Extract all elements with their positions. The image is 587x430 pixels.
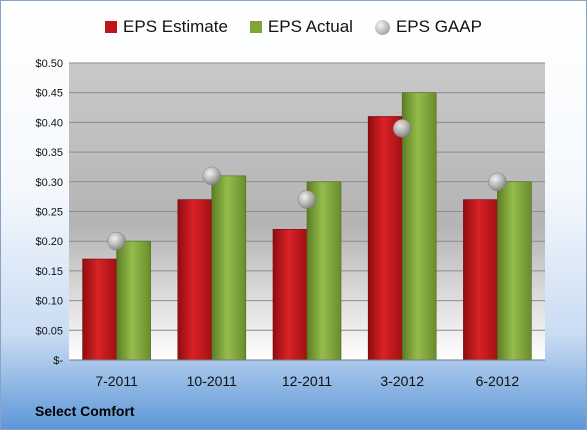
x-tick-label: 12-2011 [282,373,333,389]
legend-swatch-estimate [105,21,118,33]
bar-eps-actual [497,181,532,361]
bar-eps-actual [116,240,151,361]
legend-item-actual: EPS Actual [249,17,353,37]
bar-eps-actual [306,181,342,361]
bars-group [82,92,532,361]
legend-label-estimate: EPS Estimate [123,17,228,36]
legend-item-gaap: EPS GAAP [374,17,482,37]
x-tick-label: 7-2011 [95,373,138,389]
legend-swatch-gaap [374,19,390,35]
x-tick-label: 6-2012 [476,373,520,389]
marker-eps-gaap [488,172,507,192]
bar-eps-estimate [177,199,213,361]
legend: EPS Estimate EPS Actual EPS GAAP [1,17,586,37]
x-tick-label: 10-2011 [187,373,238,389]
y-tick-label: $0.30 [35,177,63,189]
company-caption: Select Comfort [35,403,135,419]
marker-eps-gaap [297,190,317,209]
y-tick-label: $0.45 [35,88,63,100]
bar-eps-actual [401,92,437,361]
marker-eps-gaap [392,119,412,138]
y-tick-label: $- [53,355,63,367]
x-tick-label: 3-2012 [380,373,424,389]
x-axis: 7-2011 10-2011 12-2011 3-2012 6-2012 [95,373,519,389]
legend-item-estimate: EPS Estimate [105,17,228,37]
legend-label-actual: EPS Actual [267,17,353,36]
y-tick-label: $0.40 [35,117,63,129]
y-axis: $- $0.05 $0.10 $0.15 $0.20 $0.25 $0.30 $0.35 $0.… [35,58,545,367]
gaap-markers-group [107,119,507,251]
bar-eps-estimate [367,116,403,361]
y-tick-label: $0.20 [35,236,63,248]
y-tick-label: $0.35 [35,147,63,159]
bar-eps-estimate [82,258,117,361]
marker-eps-gaap [202,166,222,186]
y-tick-label: $0.10 [35,296,63,308]
bar-eps-estimate [272,229,308,361]
bar-eps-estimate [463,199,498,361]
legend-label-gaap: EPS GAAP [395,17,482,36]
marker-eps-gaap [107,231,126,251]
y-tick-label: $0.05 [35,325,63,337]
y-tick-label: $0.25 [35,207,63,219]
legend-swatch-actual [249,21,262,33]
bar-eps-actual [211,175,247,361]
y-tick-label: $0.50 [35,58,63,70]
y-tick-label: $0.15 [35,266,63,278]
